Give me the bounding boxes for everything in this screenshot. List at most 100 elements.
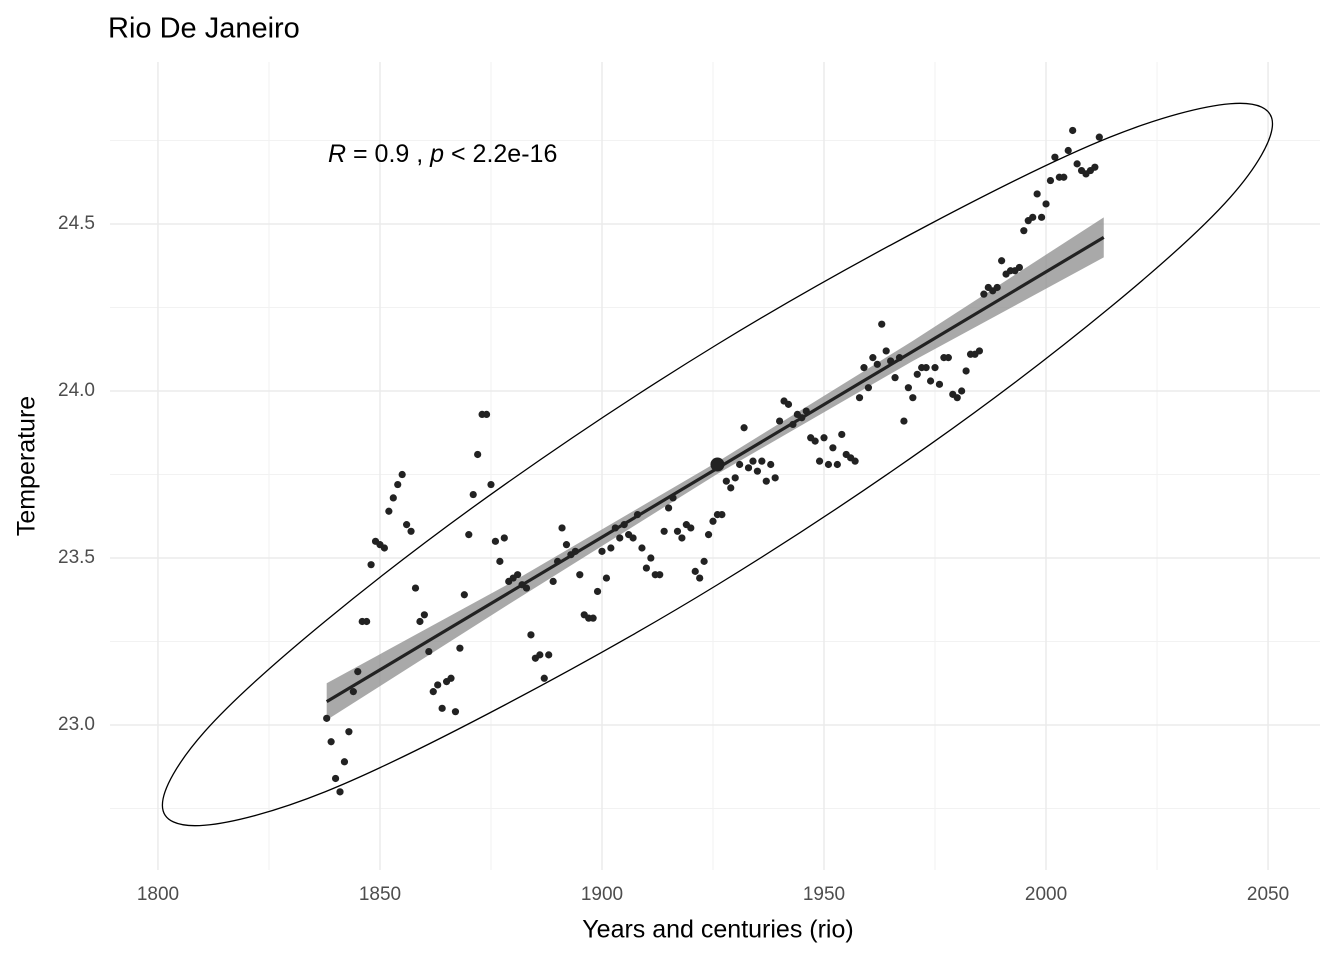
data-point — [616, 534, 624, 542]
data-point — [820, 434, 828, 442]
data-point — [891, 374, 899, 382]
data-point — [1046, 176, 1055, 185]
data-point — [642, 564, 650, 572]
data-point — [336, 788, 344, 796]
data-point — [975, 347, 984, 355]
x-tick-label: 2000 — [1025, 884, 1067, 905]
data-point — [1015, 263, 1023, 272]
annotation-part: = 0.9 , — [346, 140, 430, 168]
data-point — [562, 541, 571, 549]
data-point — [660, 527, 668, 535]
data-point — [953, 394, 961, 402]
data-point — [762, 477, 770, 485]
data-point — [1042, 200, 1050, 208]
data-point — [687, 524, 695, 532]
data-point — [873, 360, 881, 368]
data-point — [1037, 213, 1046, 221]
data-point — [363, 617, 371, 626]
data-point — [514, 571, 522, 579]
data-point — [380, 544, 389, 552]
data-point — [700, 557, 708, 565]
y-tick-label: 24.0 — [58, 380, 95, 401]
data-point — [576, 571, 584, 579]
data-point — [1051, 153, 1059, 161]
data-point — [851, 457, 859, 465]
data-point — [1064, 146, 1072, 155]
data-point — [460, 591, 468, 599]
data-point — [709, 517, 717, 525]
data-point — [664, 504, 673, 512]
data-point — [403, 521, 411, 529]
data-point — [536, 651, 544, 659]
x-tick-label: 1950 — [803, 884, 845, 905]
data-point — [456, 644, 464, 652]
data-point — [944, 354, 952, 362]
data-point — [904, 384, 912, 392]
data-point — [727, 484, 735, 492]
data-point — [327, 738, 335, 746]
data-point — [340, 758, 349, 766]
data-point — [691, 567, 699, 575]
x-axis-title: Years and centuries (rio) — [582, 916, 853, 944]
data-point — [833, 460, 841, 469]
data-point — [411, 584, 420, 592]
data-point — [900, 417, 908, 425]
data-point — [607, 544, 615, 552]
data-point — [869, 354, 877, 362]
x-tick-label: 1800 — [137, 884, 179, 905]
annotation-part: < 2.2e-16 — [444, 140, 557, 168]
data-point — [958, 387, 966, 395]
data-point — [593, 587, 602, 596]
data-point — [1060, 173, 1068, 181]
data-point — [629, 534, 637, 542]
data-point — [638, 544, 646, 552]
data-point — [749, 457, 757, 465]
data-point — [425, 647, 433, 656]
data-point — [474, 450, 482, 459]
y-tick-label: 23.0 — [58, 714, 95, 735]
data-point — [696, 574, 704, 582]
data-point — [882, 347, 890, 355]
data-point — [860, 364, 868, 372]
data-point — [1073, 160, 1081, 168]
data-point — [718, 511, 726, 519]
ellipse — [161, 102, 1274, 827]
data-point — [922, 364, 930, 372]
data-point — [758, 457, 766, 465]
data-point — [811, 437, 819, 445]
mean-point — [710, 457, 725, 472]
data-point — [527, 631, 535, 639]
data-point — [385, 507, 393, 515]
data-point — [980, 290, 988, 298]
data-point — [1069, 126, 1077, 135]
data-point — [540, 674, 548, 682]
data-point — [1020, 227, 1028, 235]
data-point — [656, 571, 664, 579]
data-point — [522, 584, 531, 592]
data-point — [398, 470, 406, 479]
data-point — [434, 681, 442, 689]
data-point — [545, 651, 553, 659]
data-point — [998, 257, 1006, 265]
data-point — [416, 617, 424, 626]
plot-layer — [161, 102, 1274, 827]
data-point — [731, 474, 739, 482]
data-point — [704, 531, 713, 539]
data-point — [864, 384, 873, 392]
data-point — [784, 400, 793, 408]
data-point — [487, 480, 495, 489]
data-point — [878, 320, 886, 328]
data-point — [482, 410, 491, 418]
data-point — [771, 474, 779, 482]
data-point — [838, 430, 846, 439]
data-point — [331, 774, 340, 783]
data-point — [549, 577, 557, 586]
data-point — [931, 364, 939, 372]
y-tick-label: 23.5 — [58, 547, 95, 568]
data-point — [389, 494, 397, 502]
data-point — [558, 524, 566, 532]
data-point — [1033, 190, 1041, 198]
data-point — [500, 534, 508, 542]
